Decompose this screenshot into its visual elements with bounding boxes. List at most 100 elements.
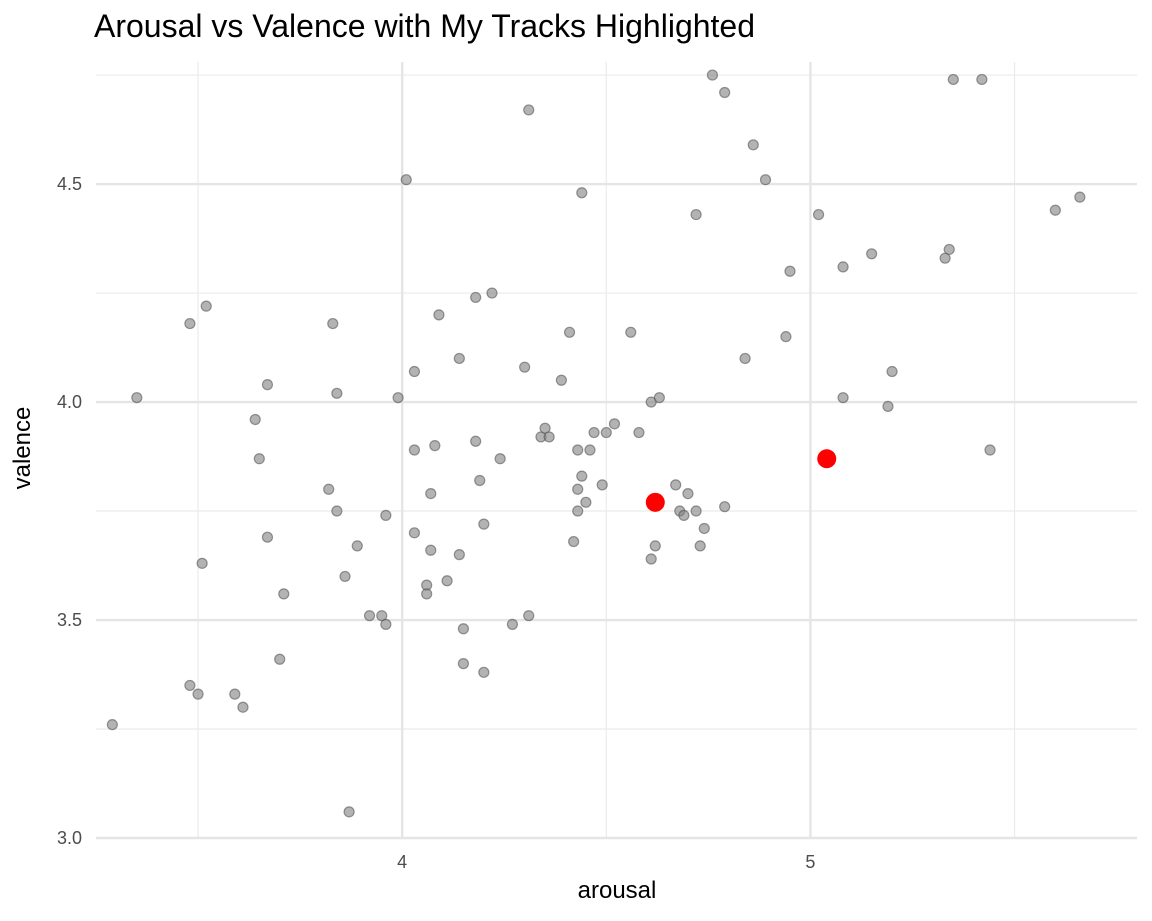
data-point: [249, 413, 261, 426]
data-point: [408, 365, 421, 378]
data-point: [947, 73, 959, 86]
data-point: [563, 326, 576, 338]
data-point: [572, 444, 584, 456]
data-point: [380, 509, 392, 521]
data-point: [351, 540, 363, 552]
data-point: [866, 248, 878, 260]
y-axis-title: valence: [9, 407, 36, 490]
y-tick-label: 4.0: [57, 392, 82, 412]
data-point: [331, 387, 343, 399]
highlighted-data-point: [645, 492, 665, 512]
data-point: [690, 208, 702, 221]
chart-title: Arousal vs Valence with My Tracks Highli…: [94, 8, 756, 44]
data-point: [568, 535, 580, 548]
data-point: [719, 501, 731, 513]
data-point: [327, 317, 339, 330]
data-point: [339, 570, 351, 583]
data-point: [523, 104, 535, 116]
data-point: [474, 474, 486, 487]
major-gridlines: [96, 62, 1137, 840]
data-point: [196, 557, 208, 569]
data-point: [625, 326, 637, 338]
data-point: [1049, 204, 1061, 216]
data-point: [323, 483, 335, 495]
y-tick-label: 3.5: [57, 610, 82, 630]
data-point: [380, 618, 392, 630]
data-point: [519, 361, 531, 373]
data-point: [584, 444, 596, 456]
data-point: [200, 300, 212, 312]
data-point: [363, 610, 376, 622]
data-point: [274, 653, 286, 665]
data-point: [523, 610, 535, 622]
data-point: [784, 265, 796, 277]
data-point: [494, 453, 506, 465]
data-point: [698, 522, 710, 535]
data-point: [694, 540, 706, 552]
data-point: [192, 688, 204, 700]
data-point: [555, 374, 567, 386]
data-point: [572, 483, 584, 495]
data-point: [645, 553, 657, 565]
data-point: [429, 440, 441, 452]
data-point: [580, 496, 592, 508]
data-point: [719, 86, 731, 99]
data-point: [943, 243, 955, 256]
data-point: [633, 426, 645, 439]
data-point: [400, 174, 412, 186]
data-point: [392, 392, 404, 404]
data-point: [478, 666, 490, 678]
data-point: [470, 291, 482, 304]
data-point: [572, 505, 584, 517]
minor-gridlines: [96, 62, 1137, 838]
data-point: [453, 352, 465, 365]
data-point: [653, 392, 665, 404]
data-point: [457, 658, 470, 670]
data-point: [608, 418, 621, 430]
data-point: [184, 317, 196, 330]
data-point: [453, 549, 465, 561]
highlighted-track-points: [645, 449, 837, 512]
data-point: [678, 509, 690, 521]
data-point: [343, 806, 355, 818]
data-point: [670, 479, 682, 491]
data-point: [976, 73, 988, 86]
y-tick-label: 4.5: [57, 174, 82, 194]
data-point: [131, 392, 143, 404]
data-point: [237, 701, 249, 713]
data-point: [759, 174, 772, 186]
data-point: [984, 444, 996, 456]
data-point: [506, 618, 519, 630]
data-point: [253, 453, 265, 465]
data-point: [706, 69, 719, 81]
data-point: [690, 505, 702, 517]
data-point: [596, 479, 608, 491]
data-point: [837, 261, 849, 273]
data-point: [425, 487, 437, 500]
data-point: [441, 575, 453, 587]
track-points: [106, 69, 1086, 818]
data-point: [486, 287, 498, 299]
data-point: [837, 392, 849, 404]
data-point: [1074, 191, 1086, 203]
data-point: [278, 588, 290, 600]
x-axis-title: arousal: [578, 877, 657, 904]
highlighted-data-point: [817, 449, 837, 469]
data-point: [886, 365, 898, 378]
data-point: [882, 400, 894, 413]
data-point: [408, 527, 421, 539]
data-point: [812, 208, 825, 221]
x-tick-label: 5: [805, 852, 815, 872]
data-point: [229, 688, 241, 700]
data-point: [576, 187, 588, 199]
data-point: [588, 426, 600, 439]
data-point: [470, 435, 482, 447]
data-point: [184, 679, 196, 692]
data-point: [261, 531, 274, 543]
data-point: [780, 331, 792, 343]
data-point: [331, 505, 343, 517]
data-point: [649, 540, 661, 552]
y-tick-label: 3.0: [57, 828, 82, 848]
